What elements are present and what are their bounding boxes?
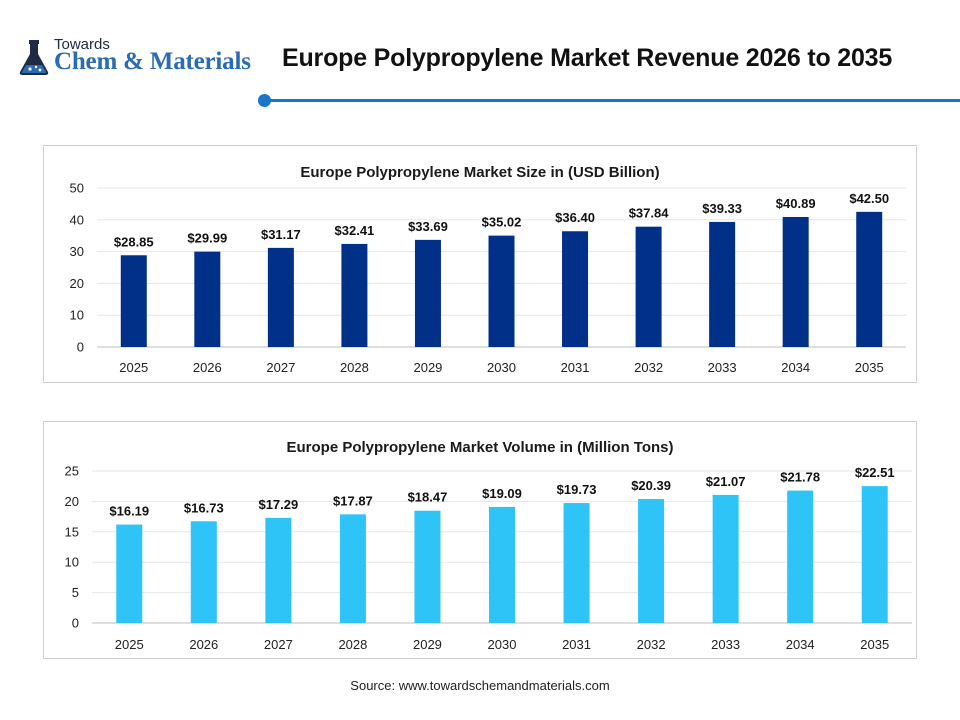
x-tick-label: 2027 (264, 637, 293, 652)
x-tick-label: 2031 (561, 360, 590, 375)
bar (339, 514, 366, 623)
x-tick-label: 2025 (115, 637, 144, 652)
x-tick-label: 2031 (562, 637, 591, 652)
x-tick-label: 2034 (786, 637, 815, 652)
bar (861, 486, 888, 623)
y-tick-label: 0 (72, 616, 79, 631)
y-tick-label: 20 (70, 276, 84, 291)
data-label: $18.47 (408, 490, 448, 505)
x-tick-label: 2035 (855, 360, 884, 375)
market-volume-chart: Europe Polypropylene Market Volume in (M… (65, 439, 912, 652)
chart-title: Europe Polypropylene Market Volume in (M… (287, 439, 674, 456)
header-divider (264, 99, 960, 102)
source-note: Source: www.towardschemandmaterials.com (350, 678, 610, 693)
bar (120, 255, 147, 347)
data-label: $36.40 (555, 210, 595, 225)
y-tick-label: 10 (65, 555, 79, 570)
x-tick-label: 2035 (860, 637, 889, 652)
y-tick-label: 5 (72, 585, 79, 600)
market-size-chart: Europe Polypropylene Market Size in (USD… (70, 164, 906, 375)
x-tick-label: 2030 (487, 360, 516, 375)
x-tick-label: 2032 (637, 637, 666, 652)
bar (488, 235, 515, 347)
x-tick-label: 2033 (708, 360, 737, 375)
data-label: $33.69 (408, 219, 448, 234)
bar (563, 503, 590, 623)
data-label: $21.07 (706, 474, 746, 489)
x-tick-label: 2028 (338, 637, 367, 652)
bar (194, 251, 221, 347)
data-label: $42.50 (849, 191, 889, 206)
page-title: Europe Polypropylene Market Revenue 2026… (282, 44, 893, 72)
data-label: $17.29 (258, 497, 298, 512)
market-size-chart-panel: Europe Polypropylene Market Size in (USD… (43, 145, 917, 383)
bar (638, 499, 665, 623)
data-label: $35.02 (482, 215, 522, 230)
data-label: $20.39 (631, 478, 671, 493)
x-tick-label: 2029 (413, 360, 442, 375)
company-logo: Towards Chem & Materials (16, 34, 266, 84)
bar (712, 494, 739, 623)
x-tick-label: 2026 (193, 360, 222, 375)
bar (856, 211, 883, 347)
market-volume-chart-panel: Europe Polypropylene Market Volume in (M… (43, 421, 917, 659)
y-tick-label: 0 (77, 340, 84, 355)
data-label: $39.33 (702, 201, 742, 216)
y-tick-label: 20 (65, 494, 79, 509)
x-tick-label: 2028 (340, 360, 369, 375)
x-tick-label: 2027 (266, 360, 295, 375)
header-divider-dot (258, 94, 271, 107)
bar (782, 216, 809, 347)
y-tick-label: 50 (70, 181, 84, 196)
data-label: $21.78 (780, 470, 820, 485)
bar (787, 490, 814, 623)
bar (489, 506, 515, 623)
y-tick-label: 15 (65, 524, 79, 539)
data-label: $31.17 (261, 227, 301, 242)
x-tick-label: 2025 (119, 360, 148, 375)
x-tick-label: 2033 (711, 637, 740, 652)
x-tick-label: 2029 (413, 637, 442, 652)
logo-top-text: Towards (54, 36, 110, 53)
bar (265, 517, 292, 623)
data-label: $17.87 (333, 493, 373, 508)
y-tick-label: 10 (70, 308, 84, 323)
y-tick-label: 25 (65, 464, 79, 479)
data-label: $32.41 (335, 223, 375, 238)
bar (190, 521, 217, 623)
flask-icon (19, 40, 49, 75)
data-label: $19.73 (557, 482, 597, 497)
data-label: $29.99 (187, 231, 227, 246)
data-label: $22.51 (855, 465, 895, 480)
chart-title: Europe Polypropylene Market Size in (USD… (300, 164, 659, 181)
x-tick-label: 2034 (781, 360, 810, 375)
bar (414, 510, 441, 623)
data-label: $19.09 (482, 486, 522, 501)
logo-main-text: Chem & Materials (54, 48, 251, 75)
data-label: $16.19 (109, 504, 149, 519)
bar (341, 243, 368, 347)
bar (267, 247, 294, 347)
y-tick-label: 40 (70, 212, 84, 227)
bar (562, 231, 589, 347)
y-tick-label: 30 (70, 244, 84, 259)
bar (414, 239, 441, 347)
x-tick-label: 2032 (634, 360, 663, 375)
x-tick-label: 2030 (488, 637, 517, 652)
data-label: $40.89 (776, 196, 816, 211)
bar (116, 524, 143, 623)
data-label: $16.73 (184, 500, 224, 515)
x-tick-label: 2026 (189, 637, 218, 652)
data-label: $37.84 (629, 206, 670, 221)
data-label: $28.85 (114, 234, 154, 249)
bar (709, 221, 736, 347)
bar (635, 226, 662, 347)
